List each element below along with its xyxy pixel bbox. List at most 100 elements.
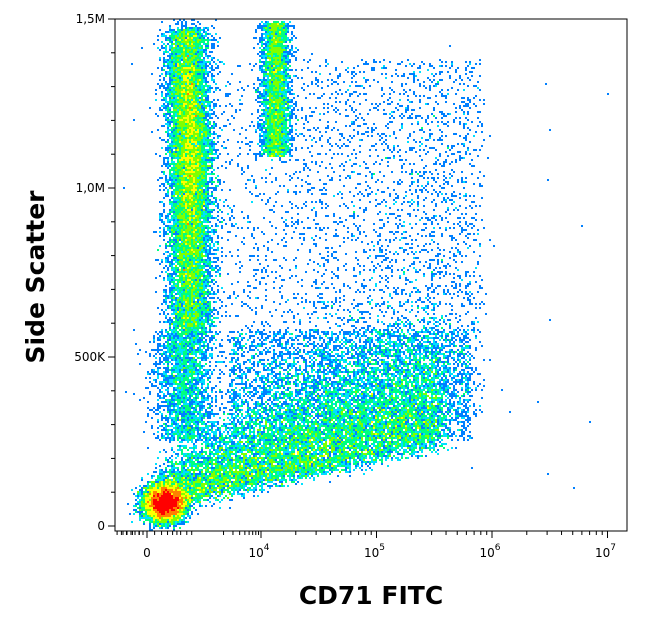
density-cell (319, 201, 321, 203)
density-cell (333, 81, 335, 83)
density-cell (187, 53, 189, 55)
density-cell (281, 127, 283, 129)
density-cell (179, 53, 181, 55)
density-cell (289, 49, 291, 51)
density-cell (175, 227, 177, 229)
density-cell (195, 203, 197, 205)
density-cell (371, 67, 373, 69)
density-cell (453, 133, 455, 135)
density-cell (345, 125, 347, 127)
density-cell (177, 193, 179, 195)
density-cell (215, 197, 217, 199)
density-cell (295, 149, 297, 151)
density-cell (177, 161, 179, 163)
density-cell (265, 89, 267, 91)
density-cell (203, 69, 205, 71)
density-cell (185, 149, 187, 151)
density-cell (179, 49, 181, 51)
density-cell (261, 177, 263, 179)
density-cell (213, 233, 215, 235)
density-cell (269, 37, 271, 39)
density-cell (189, 89, 191, 91)
density-cell (207, 95, 209, 97)
density-cell (339, 73, 341, 75)
density-cell (179, 71, 181, 73)
density-cell (439, 163, 441, 165)
density-cell (277, 89, 279, 91)
density-cell (183, 109, 185, 111)
density-cell (203, 105, 205, 107)
density-cell (339, 205, 341, 207)
density-cell (355, 109, 357, 111)
density-cell (455, 71, 457, 73)
density-cell (179, 193, 181, 195)
density-cell (455, 161, 457, 163)
density-cell (173, 115, 175, 117)
density-cell (213, 111, 215, 113)
density-cell (179, 39, 181, 41)
density-cell (279, 121, 281, 123)
density-cell (371, 135, 373, 137)
density-cell (549, 129, 551, 131)
density-cell (409, 223, 411, 225)
density-cell (193, 163, 195, 165)
density-cell (193, 121, 195, 123)
density-cell (279, 75, 281, 77)
density-cell (205, 93, 207, 95)
density-cell (271, 143, 273, 145)
density-cell (457, 223, 459, 225)
density-cell (277, 33, 279, 35)
density-cell (303, 135, 305, 137)
density-cell (201, 123, 203, 125)
density-cell (351, 73, 353, 75)
density-cell (199, 233, 201, 235)
density-cell (203, 71, 205, 73)
density-cell (447, 207, 449, 209)
density-cell (353, 123, 355, 125)
density-cell (185, 135, 187, 137)
density-cell (207, 229, 209, 231)
density-cell (301, 69, 303, 71)
density-cell (205, 47, 207, 49)
density-cell (435, 215, 437, 217)
density-cell (209, 123, 211, 125)
density-cell (455, 107, 457, 109)
density-cell (447, 197, 449, 199)
density-cell (225, 161, 227, 163)
density-cell (291, 93, 293, 95)
density-cell (329, 149, 331, 151)
density-cell (257, 25, 259, 27)
density-cell (189, 203, 191, 205)
density-cell (467, 65, 469, 67)
density-cell (399, 155, 401, 157)
density-cell (261, 41, 263, 43)
density-cell (193, 137, 195, 139)
density-cell (201, 193, 203, 195)
density-cell (261, 95, 263, 97)
density-cell (171, 141, 173, 143)
density-cell (189, 181, 191, 183)
density-cell (195, 123, 197, 125)
density-cell (177, 47, 179, 49)
density-cell (401, 203, 403, 205)
density-cell (319, 113, 321, 115)
density-cell (275, 149, 277, 151)
density-cell (215, 123, 217, 125)
density-cell (465, 229, 467, 231)
density-cell (195, 215, 197, 217)
density-cell (431, 81, 433, 83)
density-cell (173, 107, 175, 109)
density-cell (279, 95, 281, 97)
density-cell (607, 93, 609, 95)
density-cell (181, 175, 183, 177)
density-cell (183, 45, 185, 47)
density-cell (193, 59, 195, 61)
density-cell (201, 95, 203, 97)
density-cell (185, 59, 187, 61)
density-cell (171, 197, 173, 199)
density-cell (167, 193, 169, 195)
density-cell (181, 89, 183, 91)
density-cell (273, 211, 275, 213)
density-cell (185, 99, 187, 101)
density-cell (427, 97, 429, 99)
